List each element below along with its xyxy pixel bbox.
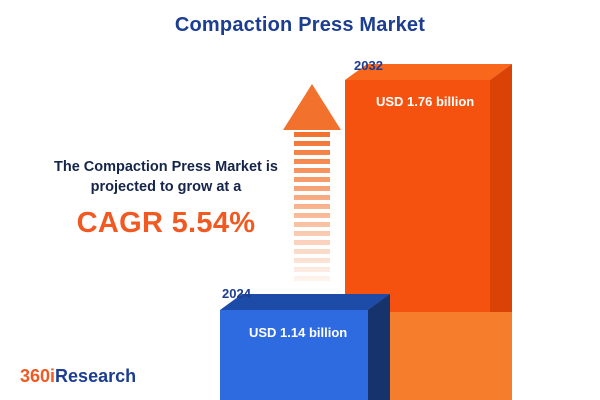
bar-2032-year-label: 2032	[354, 58, 383, 73]
brand-logo-prefix: 360i	[20, 366, 56, 386]
growth-arrow-icon	[283, 84, 341, 130]
growth-arrow-tail-icon	[294, 132, 330, 284]
headline-line-2: projected to grow at a	[90, 178, 242, 195]
bar-2024	[220, 310, 368, 400]
bar-2032-lower-shade	[390, 312, 512, 400]
bar-2032-value-label: USD 1.76 billion	[376, 94, 475, 109]
bar-2032-top-face	[345, 64, 512, 80]
brand-logo-suffix: Research	[55, 366, 137, 386]
bar-2024-value-label: USD 1.14 billion	[249, 325, 348, 340]
headline-line-1: The Compaction Press Market is	[53, 159, 278, 175]
page-title: Compaction Press Market	[174, 14, 426, 36]
bar-2024-top-face	[220, 294, 390, 310]
brand-logo: 360iResearch	[20, 366, 136, 387]
headline-block: The Compaction Press Market is projected…	[28, 158, 304, 240]
bar-2024-side-face	[368, 294, 390, 400]
bar-2024-year-label: 2024	[222, 286, 251, 301]
cagr-value: CAGR 5.54%	[76, 207, 256, 240]
